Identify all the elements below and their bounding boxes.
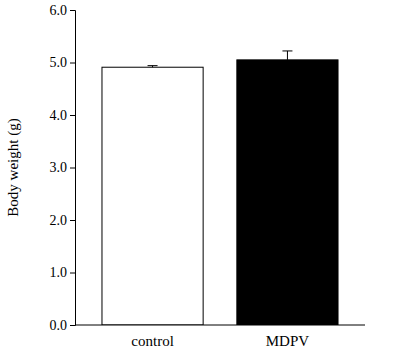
y-tick-mark bbox=[70, 325, 75, 326]
y-tick-label: 5.0 bbox=[50, 55, 68, 70]
error-bar bbox=[148, 66, 158, 68]
y-tick-mark bbox=[70, 273, 75, 274]
y-tick: 3.0 bbox=[50, 160, 76, 175]
y-tick-mark bbox=[70, 10, 75, 11]
x-tick-label: control bbox=[131, 333, 174, 349]
error-stem bbox=[287, 51, 288, 60]
x-tick: MDPV bbox=[266, 325, 310, 349]
bar bbox=[237, 60, 338, 325]
bar bbox=[102, 67, 203, 325]
y-tick-mark bbox=[70, 115, 75, 116]
y-tick: 4.0 bbox=[50, 108, 76, 123]
y-tick: 5.0 bbox=[50, 55, 76, 70]
y-tick-label: 0.0 bbox=[50, 318, 68, 333]
y-tick-label: 3.0 bbox=[50, 160, 68, 175]
plot-area bbox=[102, 51, 338, 325]
error-cap bbox=[148, 65, 158, 66]
x-axis: control MDPV bbox=[75, 325, 365, 349]
y-tick-label: 6.0 bbox=[50, 3, 68, 18]
y-tick-label: 4.0 bbox=[50, 108, 68, 123]
y-tick: 0.0 bbox=[50, 318, 76, 333]
y-tick-label: 1.0 bbox=[50, 265, 68, 280]
y-axis-line bbox=[70, 11, 76, 326]
y-tick: 2.0 bbox=[50, 213, 76, 228]
y-tick: 6.0 bbox=[50, 3, 76, 18]
error-cap bbox=[282, 50, 292, 51]
y-axis-title: Body weight (g) bbox=[5, 118, 22, 216]
x-tick-label: MDPV bbox=[266, 333, 310, 349]
chart: 0.0 1.0 2.0 3.0 4.0 5.0 6.0 control MDPV Body wei… bbox=[0, 0, 400, 358]
x-axis-line bbox=[75, 325, 365, 326]
y-tick: 1.0 bbox=[50, 265, 76, 280]
y-tick-mark bbox=[70, 220, 75, 221]
y-axis: 0.0 1.0 2.0 3.0 4.0 5.0 6.0 bbox=[50, 3, 76, 333]
y-tick-mark bbox=[70, 63, 75, 64]
y-tick-mark bbox=[70, 168, 75, 169]
y-tick-label: 2.0 bbox=[50, 213, 68, 228]
error-bar bbox=[282, 51, 292, 60]
x-tick: control bbox=[131, 325, 174, 349]
